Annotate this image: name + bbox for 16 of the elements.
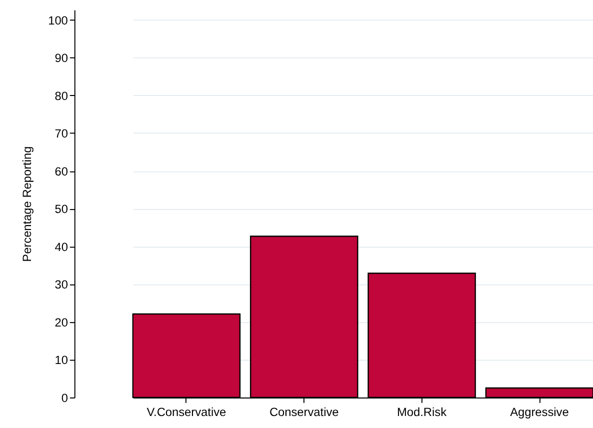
y-tick-label: 80 [54, 88, 68, 103]
y-tick-label: 70 [54, 126, 68, 141]
y-tick-label: 90 [54, 51, 68, 66]
y-tick-label: 60 [54, 164, 68, 178]
y-tick-label: 30 [54, 278, 68, 292]
x-tick-label: V.Conservative [146, 404, 227, 419]
y-tick-label: 40 [54, 240, 68, 254]
x-tick-label: Mod.Risk [397, 404, 447, 419]
x-tick-label: Conservative [269, 404, 340, 419]
y-tick-label: 50 [54, 202, 68, 216]
y-tick-label: 20 [54, 315, 68, 330]
x-tick-label: Aggressive [510, 404, 570, 419]
y-tick-label: 10 [54, 353, 68, 368]
y-tick-label: 0 [61, 390, 68, 405]
y-axis-title: Percentage Reporting [20, 146, 34, 262]
y-tick-label: 100 [48, 13, 68, 28]
